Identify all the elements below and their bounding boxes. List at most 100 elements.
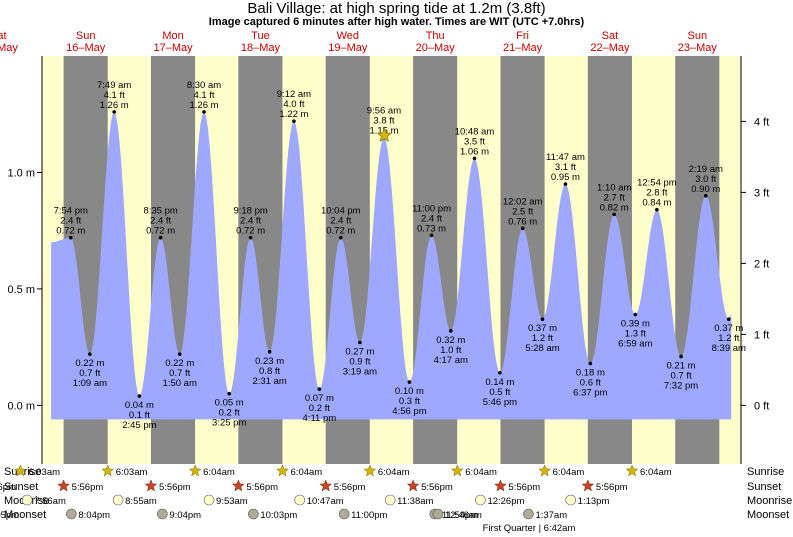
tide-point	[472, 156, 477, 161]
tide-label: 1.06 m	[460, 146, 489, 157]
day-name-label: Sun	[688, 30, 708, 42]
day-date-label: 23–May	[678, 42, 718, 54]
moonset-time: 9:04pm	[169, 510, 201, 521]
sunrise-icon	[363, 464, 377, 477]
day-date-label: 18–May	[241, 42, 281, 54]
moonrise-icon	[384, 494, 396, 506]
tide-label: 12:54 pm	[637, 178, 677, 189]
current-time-marker	[376, 127, 392, 142]
tide-label: 0.3 ft	[399, 396, 420, 407]
tide-label: 2:31 am	[252, 376, 286, 387]
tide-point	[633, 312, 638, 317]
axes: 0.0 m 0.5 m 1.0 m 0 ft 1 ft 2 ft 3 ft 4 ft	[7, 56, 769, 464]
astro-rows: SunriseSunriseSunsetSunsetMoonriseMoonri…	[0, 464, 792, 534]
chart-subtitle: Image captured 6 minutes after high wate…	[208, 16, 585, 28]
tide-label: 1.22 m	[279, 109, 308, 120]
tide-label: 9:18 pm	[233, 206, 267, 217]
sunset-time: 5:56pm	[334, 482, 366, 493]
moonrise-icon	[294, 494, 305, 506]
tide-label: 0.04 m	[125, 400, 154, 411]
moonset-icon	[432, 508, 444, 520]
sunset-time: 5:56pm	[159, 482, 191, 493]
moonrise-time: 12:26pm	[487, 496, 524, 507]
day-date-label: 19–May	[328, 42, 368, 54]
sunrise-time: 6:04am	[465, 467, 497, 478]
sunrise-icon	[276, 464, 289, 477]
moon-phase-label: First Quarter | 6:42am	[483, 523, 576, 534]
tide-label: 7:49 am	[97, 80, 131, 91]
tide-label: 2.4 ft	[60, 216, 81, 227]
tide-point	[727, 317, 731, 321]
day-date-label: 22–May	[590, 42, 630, 54]
tide-label: 7:54 pm	[54, 206, 88, 217]
tide-label: 0.1 ft	[129, 410, 150, 421]
moonset-time: 11:00pm	[351, 510, 387, 521]
day-date-label: 17–May	[153, 42, 193, 54]
tide-label: 4:17 am	[434, 355, 468, 366]
tide-label: 0.6 ft	[580, 377, 601, 388]
moonrise-time: 1:13pm	[578, 496, 610, 507]
tide-label: 0.9 ft	[349, 356, 370, 367]
tide-label: 0.39 m	[621, 319, 650, 330]
tide-point	[703, 193, 708, 198]
tide-point	[137, 394, 142, 398]
moonrise-time: 11:38am	[397, 496, 433, 507]
day-date-label: 15–May	[0, 42, 18, 54]
day-name-label: Fri	[516, 30, 529, 42]
moonrise-time: 10:47am	[307, 496, 344, 507]
moonset-icon	[66, 508, 77, 520]
tide-point	[68, 235, 73, 240]
sunrise-icon	[450, 464, 464, 477]
tide-label: 7:32 pm	[664, 380, 698, 391]
tide-label: 1:09 am	[73, 378, 107, 389]
day-date-label: 16–May	[66, 42, 106, 54]
tide-label: 10:04 pm	[321, 206, 361, 217]
tide-point	[248, 235, 253, 240]
tide-point	[429, 233, 434, 238]
moonrise-icon	[112, 494, 124, 506]
tide-label: 4.0 ft	[283, 99, 304, 110]
tide-label: 11:47 am	[546, 152, 585, 163]
tide-label: 1.3 ft	[625, 329, 646, 340]
tide-label: 12:02 am	[503, 196, 543, 207]
sunset-icon	[231, 479, 245, 492]
tide-label: 2.8 ft	[646, 188, 667, 199]
astro-row-label-right: Moonrise	[747, 495, 792, 507]
sunset-time: 5:56pm	[246, 482, 278, 493]
tide-point	[317, 387, 322, 391]
right-tick-label: 2 ft	[754, 258, 769, 270]
sunrise-time: 6:03am	[116, 467, 148, 478]
sunrise-icon	[538, 464, 552, 477]
moonrise-time: 7:56am	[34, 496, 66, 507]
tide-label: 0.2 ft	[219, 408, 240, 419]
tide-label: 0.82 m	[600, 202, 629, 213]
tide-points: 7:54 pm2.4 ft0.72 m0.22 m0.7 ft1:09 am7:…	[54, 80, 746, 431]
tide-label: 11:00 pm	[412, 203, 451, 214]
moonrise-time: 8:55am	[125, 496, 157, 507]
tide-label: 4:11 pm	[303, 413, 337, 424]
tide-point	[358, 340, 362, 345]
day-name-label: Sun	[76, 30, 96, 42]
moonset-time: 10:03pm	[260, 510, 297, 521]
tide-point	[448, 329, 453, 333]
tide-point	[158, 235, 163, 240]
day-date-label: 21–May	[503, 42, 543, 54]
sunset-icon	[319, 479, 333, 492]
tide-label: 2.4 ft	[330, 216, 351, 227]
sunset-time: 5:56pm	[596, 482, 628, 493]
tide-label: 0.37 m	[528, 323, 557, 334]
sunset-time: 5:56pm	[508, 482, 540, 493]
tide-area	[51, 111, 732, 420]
tide-point	[227, 391, 232, 396]
tide-label: 0.72 m	[146, 226, 175, 237]
tide-label: 8:39 am	[712, 343, 746, 354]
moonrise-icon	[475, 494, 486, 506]
sunrise-time: 6:04am	[203, 467, 235, 478]
day-name-label: Mon	[162, 30, 183, 42]
tide-label: 8:35 pm	[143, 206, 177, 217]
sunset-icon	[144, 479, 158, 492]
sunrise-time: 6:04am	[378, 467, 410, 478]
sunset-icon	[57, 479, 70, 492]
left-tick-label: 1.0 m	[7, 167, 35, 179]
